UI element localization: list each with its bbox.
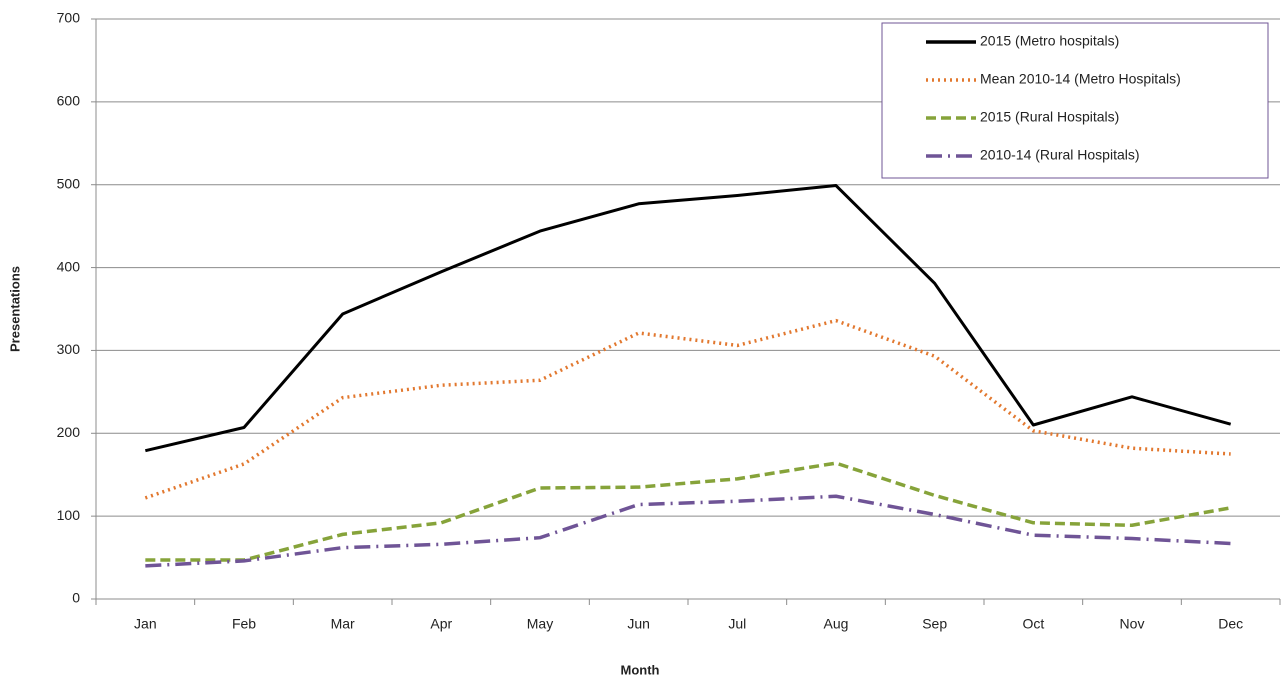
y-tick-label: 500	[57, 175, 81, 191]
legend-label: 2010-14 (Rural Hospitals)	[980, 147, 1140, 163]
legend-label: 2015 (Rural Hospitals)	[980, 109, 1119, 125]
y-tick-label: 200	[57, 424, 81, 440]
x-tick-label: Mar	[331, 616, 355, 632]
x-tick-label: May	[527, 616, 553, 632]
y-tick-label: 0	[72, 590, 80, 606]
x-tick-label: Jul	[728, 616, 746, 632]
legend-label: 2015 (Metro hospitals)	[980, 33, 1119, 49]
x-tick-label: Dec	[1218, 616, 1243, 632]
x-tick-label: Apr	[430, 616, 452, 632]
x-tick-label: Oct	[1022, 616, 1044, 632]
y-axis-title: Presentations	[7, 266, 22, 352]
legend-label: Mean 2010-14 (Metro Hospitals)	[980, 71, 1181, 87]
x-axis-title: Month	[621, 662, 660, 677]
x-tick-label: Feb	[232, 616, 256, 632]
x-tick-label: Nov	[1120, 616, 1145, 632]
y-tick-label: 300	[57, 341, 81, 357]
y-tick-label: 100	[57, 507, 81, 523]
y-tick-label: 400	[57, 258, 81, 274]
x-tick-label: Sep	[922, 616, 947, 632]
series-line	[145, 494, 1231, 568]
legend-box	[881, 22, 1269, 179]
x-tick-label: Jan	[134, 616, 157, 632]
series-line	[144, 318, 1231, 500]
y-tick-label: 700	[57, 10, 81, 26]
series-line	[144, 184, 1232, 453]
x-tick-label: Aug	[824, 616, 849, 632]
series-line	[145, 461, 1231, 562]
y-tick-label: 600	[57, 93, 81, 109]
x-tick-label: Jun	[627, 616, 650, 632]
